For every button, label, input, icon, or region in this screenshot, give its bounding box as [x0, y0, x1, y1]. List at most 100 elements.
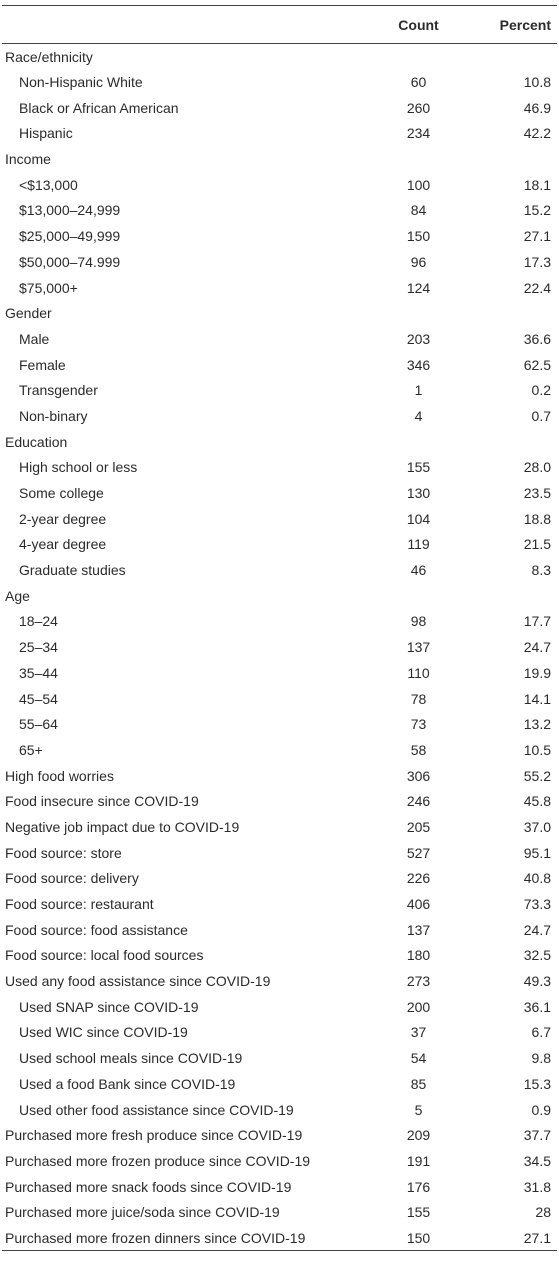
- table-row: Transgender 1 0.2: [2, 377, 557, 403]
- row-percent: [477, 583, 557, 609]
- row-percent: 95.1: [523, 844, 551, 861]
- table-row: $75,000+ 124 22.4: [2, 275, 557, 301]
- table-header-row: Count Percent: [2, 5, 557, 44]
- table-row: Used any food assistance since COVID-19 2…: [2, 968, 557, 994]
- table-row: Used SNAP since COVID-19 200 36.1: [2, 994, 557, 1020]
- row-count: 100: [406, 176, 431, 193]
- row-label: Used SNAP since COVID-19: [19, 998, 199, 1015]
- row-label: $13,000–24,999: [19, 202, 121, 219]
- table-row: Purchased more fresh produce since COVID…: [2, 1122, 557, 1148]
- table-row: Race/ethnicity: [2, 44, 557, 70]
- row-label: Used any food assistance since COVID-19: [5, 973, 271, 990]
- row-count: 4: [414, 407, 423, 424]
- row-label: Black or African American: [19, 99, 179, 116]
- row-count: 150: [406, 228, 431, 245]
- row-percent: 42.2: [523, 125, 551, 142]
- row-label: Food insecure since COVID-19: [5, 793, 199, 810]
- row-percent: 49.3: [523, 973, 551, 990]
- row-label: Education: [5, 433, 68, 450]
- row-count: 137: [406, 639, 431, 656]
- table-row: 55–64 73 13.2: [2, 711, 557, 737]
- row-count: 273: [406, 973, 431, 990]
- row-label: 45–54: [19, 690, 58, 707]
- row-percent: 37.0: [523, 818, 551, 835]
- row-count: 191: [406, 1152, 431, 1169]
- row-percent: 21.5: [523, 536, 551, 553]
- row-label: Food source: store: [5, 844, 122, 861]
- row-count: 119: [407, 536, 430, 553]
- row-label: Purchased more frozen dinners since COVI…: [5, 1229, 306, 1246]
- table-row: 35–44 110 19.9: [2, 660, 557, 686]
- row-label: Some college: [19, 485, 104, 502]
- table-row: Non-Hispanic White 60 10.8: [2, 69, 557, 95]
- row-label: 55–64: [19, 716, 58, 733]
- row-percent: 14.1: [523, 690, 551, 707]
- row-count: 306: [406, 767, 431, 784]
- row-count: 200: [406, 998, 431, 1015]
- table-row: Black or African American 260 46.9: [2, 95, 557, 121]
- table-row: 2-year degree 104 18.8: [2, 506, 557, 532]
- row-count: 85: [410, 1075, 427, 1092]
- row-percent: [477, 429, 557, 455]
- row-label: <$13,000: [19, 176, 78, 193]
- row-count: 155: [406, 1204, 431, 1221]
- row-label: Hispanic: [19, 125, 73, 142]
- row-count: 406: [406, 896, 431, 913]
- header-percent: Percent: [477, 5, 557, 44]
- row-percent: 27.1: [523, 228, 551, 245]
- demographics-table: Count Percent Race/ethnicity Non-Hispanic…: [2, 5, 557, 1251]
- row-label: Gender: [5, 305, 52, 322]
- row-percent: 40.8: [523, 870, 551, 887]
- row-count: 260: [406, 99, 431, 116]
- row-percent: 24.7: [523, 639, 551, 656]
- row-percent: 22.4: [523, 279, 551, 296]
- table-row: Food source: store 527 95.1: [2, 840, 557, 866]
- table-row: Hispanic 234 42.2: [2, 121, 557, 147]
- row-label: Race/ethnicity: [5, 48, 93, 65]
- row-count: 84: [410, 202, 427, 219]
- row-percent: 6.7: [531, 1024, 551, 1041]
- row-percent: 31.8: [523, 1178, 551, 1195]
- row-count: 110: [407, 664, 430, 681]
- table-row: Food source: food assistance 137 24.7: [2, 917, 557, 943]
- row-percent: 24.7: [523, 921, 551, 938]
- table-row: Used other food assistance since COVID-1…: [2, 1097, 557, 1123]
- row-percent: [477, 44, 557, 70]
- table-row: $25,000–49,999 150 27.1: [2, 223, 557, 249]
- row-label: Food source: delivery: [5, 870, 139, 887]
- row-count: 205: [406, 818, 431, 835]
- row-percent: 46.9: [523, 99, 551, 116]
- row-count: 96: [410, 253, 427, 270]
- row-percent: 15.3: [523, 1075, 551, 1092]
- table-row: Food source: delivery 226 40.8: [2, 866, 557, 892]
- row-count: 73: [410, 716, 427, 733]
- row-count: 78: [410, 690, 427, 707]
- table-row: Graduate studies 46 8.3: [2, 557, 557, 583]
- row-count: 98: [410, 613, 427, 630]
- row-label: Income: [5, 151, 51, 168]
- row-count: 124: [406, 279, 431, 296]
- row-percent: 18.1: [523, 176, 551, 193]
- table-row: 65+ 58 10.5: [2, 737, 557, 763]
- row-count: 226: [406, 870, 431, 887]
- row-percent: 10.8: [523, 74, 551, 91]
- row-label: Negative job impact due to COVID-19: [5, 818, 240, 835]
- row-count: [360, 146, 477, 172]
- row-percent: 55.2: [523, 767, 551, 784]
- row-label: Food source: food assistance: [5, 921, 188, 938]
- row-percent: 8.3: [531, 562, 551, 579]
- row-count: [360, 44, 477, 70]
- row-percent: 17.3: [523, 253, 551, 270]
- row-label: Age: [5, 587, 30, 604]
- row-label: Male: [19, 330, 50, 347]
- row-percent: 28: [535, 1204, 551, 1221]
- row-label: Food source: restaurant: [5, 896, 154, 913]
- row-label: 2-year degree: [19, 510, 107, 527]
- row-label: 35–44: [19, 664, 58, 681]
- row-label: Purchased more juice/soda since COVID-19: [5, 1204, 280, 1221]
- table-row: High food worries 306 55.2: [2, 763, 557, 789]
- row-count: 37: [410, 1024, 427, 1041]
- row-count: 180: [406, 947, 431, 964]
- table-row: Purchased more juice/soda since COVID-19…: [2, 1199, 557, 1225]
- table-row: Female 346 62.5: [2, 352, 557, 378]
